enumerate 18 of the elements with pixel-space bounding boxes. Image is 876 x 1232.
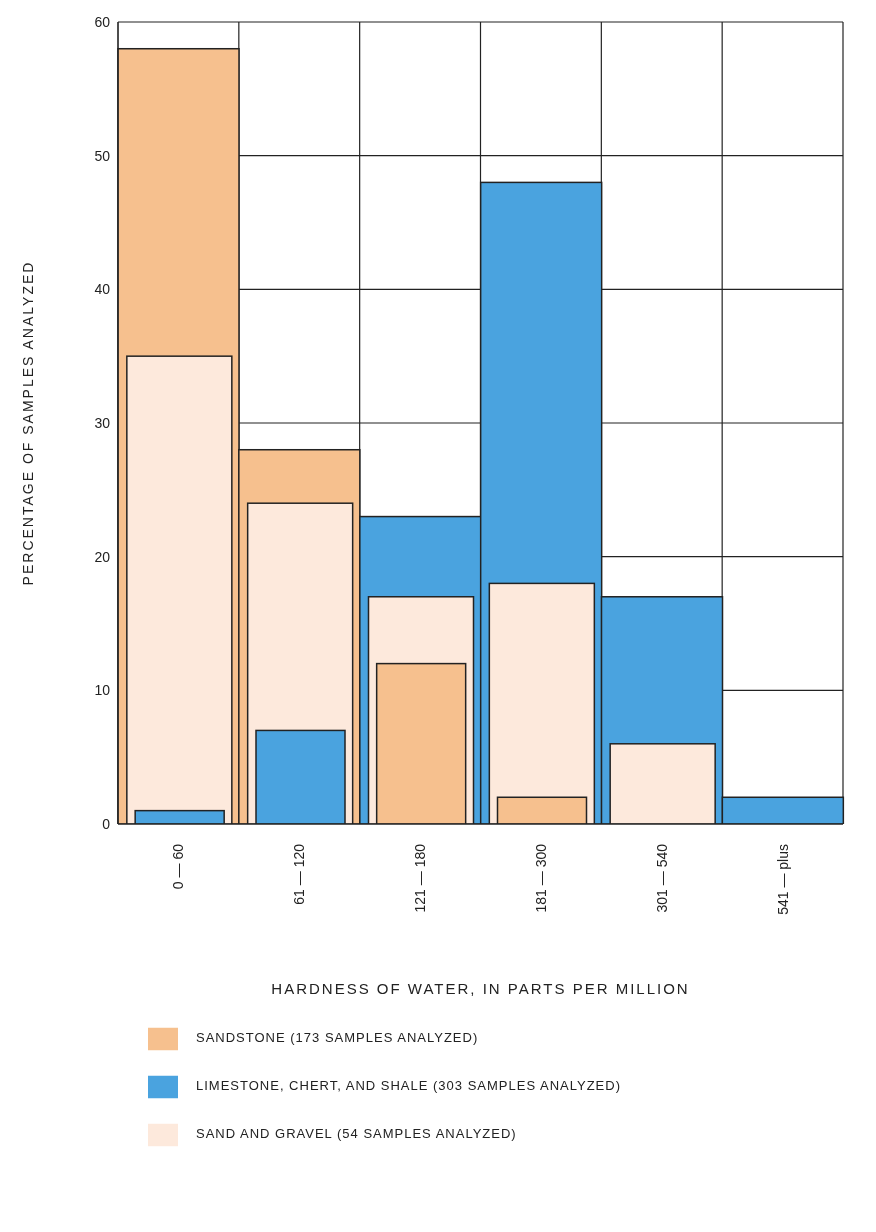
legend-label: SANDSTONE (173 SAMPLES ANALYZED) <box>196 1030 479 1045</box>
y-tick-label: 40 <box>94 281 111 298</box>
x-tick-label: 0 — 60 <box>170 843 187 890</box>
x-tick-label: 181 — 300 <box>532 843 549 913</box>
y-tick-label: 60 <box>94 13 111 30</box>
y-tick-label: 20 <box>94 548 111 565</box>
y-tick-label: 50 <box>94 147 111 164</box>
y-tick-label: 30 <box>94 414 111 431</box>
y-tick-label: 0 <box>102 815 111 832</box>
legend-label: SAND AND GRAVEL (54 SAMPLES ANALYZED) <box>196 1126 517 1141</box>
y-axis-title: PERCENTAGE OF SAMPLES ANALYZED <box>19 260 36 586</box>
x-axis-title: HARDNESS OF WATER, IN PARTS PER MILLION <box>271 980 690 997</box>
y-tick-label: 10 <box>94 682 111 699</box>
x-tick-label: 121 — 180 <box>412 843 429 913</box>
x-tick-label: 541 — plus <box>774 844 791 915</box>
x-tick-label: 61 — 120 <box>291 843 308 905</box>
x-tick-label: 301 — 540 <box>653 843 670 913</box>
legend-label: LIMESTONE, CHERT, AND SHALE (303 SAMPLES ANALYZED) <box>196 1078 621 1093</box>
